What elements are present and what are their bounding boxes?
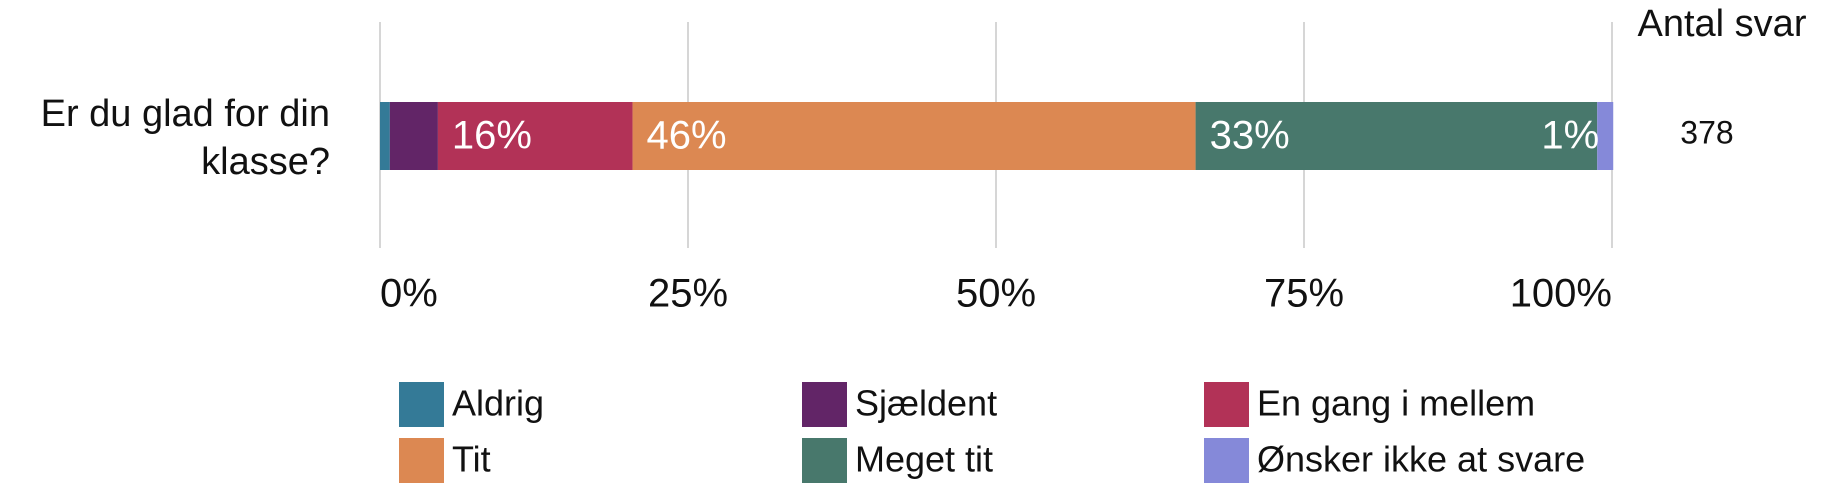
x-tick-label: 25%	[648, 272, 728, 316]
bar-segment	[1597, 102, 1614, 170]
x-tick-label: 100%	[1510, 272, 1612, 316]
legend-label: Sjældent	[855, 383, 997, 424]
legend-label: Aldrig	[452, 383, 544, 424]
bar-segment	[380, 102, 390, 170]
count-header: Antal svar	[1638, 3, 1807, 45]
count-value: 378	[1680, 114, 1733, 150]
legend-label: Ønsker ikke at svare	[1257, 439, 1585, 480]
category-label: Er du glad for din klasse?	[40, 93, 330, 183]
data-label: 16%	[452, 114, 532, 158]
legend-swatch	[802, 382, 847, 427]
data-label: 33%	[1210, 114, 1290, 158]
legend-label: Meget tit	[855, 439, 993, 480]
legend-label: Tit	[452, 439, 491, 480]
legend-label: En gang i mellem	[1257, 383, 1535, 424]
legend-swatch	[1204, 438, 1249, 483]
data-label: 1%	[1541, 114, 1599, 158]
x-tick-label: 0%	[380, 272, 438, 316]
legend-swatch	[1204, 382, 1249, 427]
legend-swatch	[802, 438, 847, 483]
x-tick-label: 75%	[1264, 272, 1344, 316]
bar-segment	[1195, 102, 1598, 170]
legend-swatch	[399, 438, 444, 483]
bar-segment	[437, 102, 633, 170]
bar-segment	[389, 102, 438, 170]
x-tick-label: 50%	[956, 272, 1036, 316]
data-label: 46%	[647, 114, 727, 158]
legend-swatch	[399, 382, 444, 427]
bar-segment	[632, 102, 1196, 170]
